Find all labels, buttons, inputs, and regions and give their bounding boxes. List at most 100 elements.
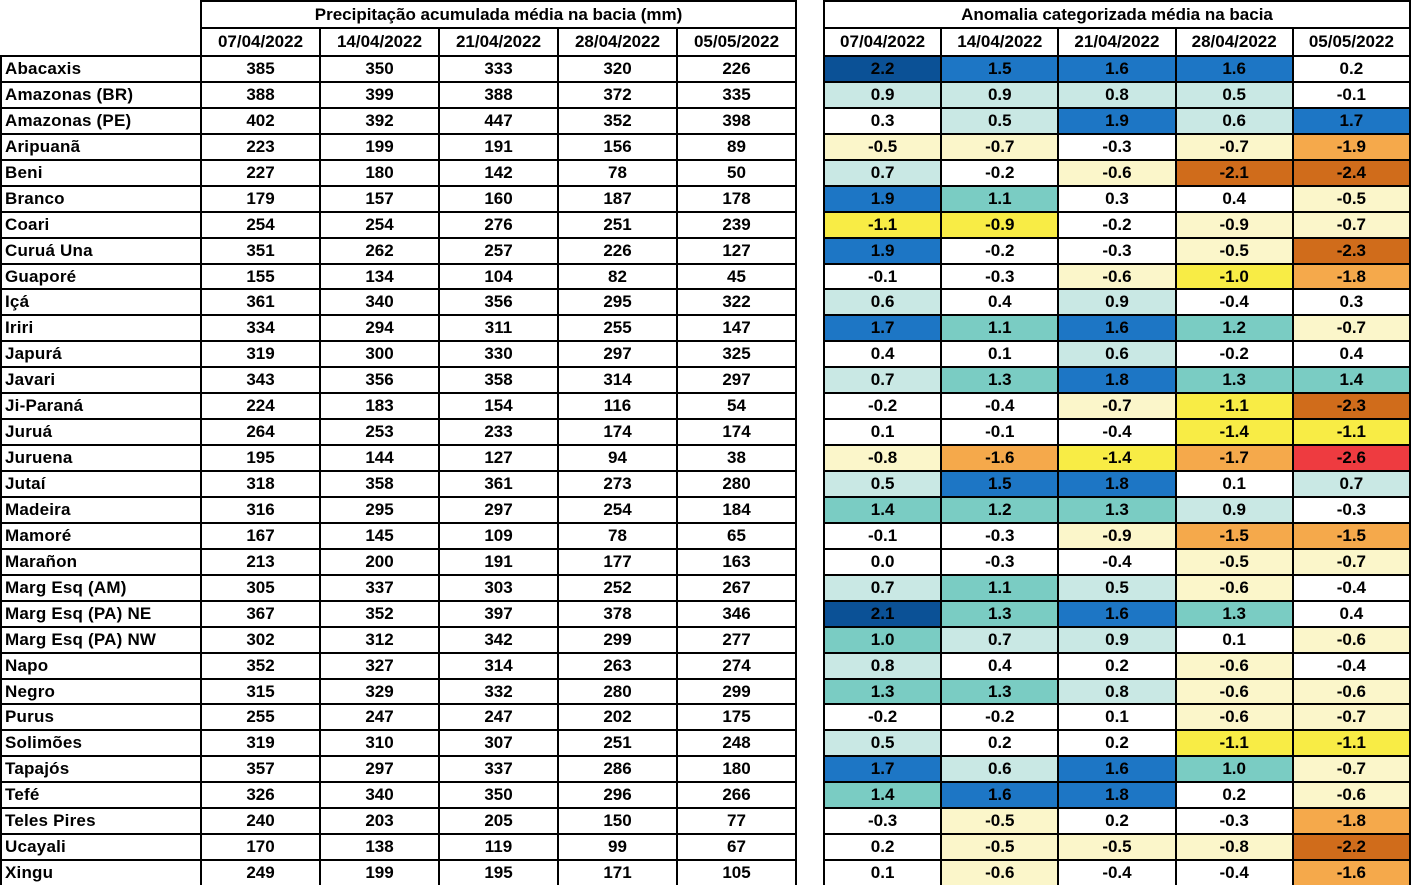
anomaly-value-cell: 1.8	[1057, 366, 1177, 395]
precip-value-cell: 180	[676, 755, 797, 784]
basin-label: Purus	[0, 703, 202, 732]
anomaly-value-cell: 0.2	[822, 833, 943, 862]
precip-value-cell: 277	[676, 625, 797, 654]
precip-table-row: Amazonas (BR) 388 399 388 372 335	[0, 80, 797, 109]
precip-value-cell: 356	[438, 288, 559, 317]
anomaly-value-cell: 0.5	[822, 729, 943, 758]
precip-value-cell: 254	[319, 210, 440, 239]
anomaly-value-cell: -0.7	[940, 132, 1060, 161]
anomaly-value-cell: -0.4	[1057, 859, 1177, 885]
precip-value-cell: 350	[319, 55, 440, 83]
anomaly-value-cell: 0.6	[822, 288, 943, 317]
anomaly-value-cell: 1.6	[1057, 599, 1177, 628]
precip-table-row: Teles Pires 240 203 205 150 77	[0, 807, 797, 836]
anomaly-value-cell: -1.1	[1291, 418, 1411, 447]
precip-value-cell: 247	[319, 703, 440, 732]
precip-value-cell: 346	[676, 599, 797, 628]
anomaly-value-cell: 0.9	[940, 80, 1060, 109]
precip-table-row: Tapajós 357 297 337 286 180	[0, 755, 797, 784]
precip-value-cell: 89	[676, 132, 797, 161]
anomaly-value-cell: 0.5	[1057, 573, 1177, 602]
precip-table-row: Beni 227 180 142 78 50	[0, 158, 797, 187]
anomaly-table: Anomalia categorizada média na bacia 07/…	[822, 0, 1411, 885]
corner-spacer	[1, 1, 201, 28]
anomaly-value-cell: 0.7	[822, 158, 943, 187]
precip-value-cell: 65	[676, 521, 797, 550]
precip-value-cell: 254	[557, 495, 678, 524]
anomaly-value-cell: 0.5	[940, 106, 1060, 135]
precip-value-cell: 335	[676, 80, 797, 109]
anomaly-value-cell: 1.5	[940, 470, 1060, 498]
precip-value-cell: 312	[319, 625, 440, 654]
anomaly-value-cell: -2.1	[1174, 158, 1294, 187]
precip-value-cell: 264	[200, 418, 321, 447]
anomaly-value-cell: -0.5	[1057, 833, 1177, 862]
anomaly-value-cell: -0.3	[1291, 495, 1411, 524]
anomaly-value-cell: 1.1	[940, 314, 1060, 343]
anomaly-value-cell: -1.0	[1174, 262, 1294, 291]
precip-table-row: Tefé 326 340 350 296 266	[0, 781, 797, 810]
anomaly-table-row: -0.2 -0.2 0.1 -0.6 -0.7	[822, 703, 1411, 732]
anomaly-value-cell: -0.1	[822, 262, 943, 291]
anomaly-value-cell: -0.6	[1291, 677, 1411, 706]
precip-value-cell: 255	[557, 314, 678, 343]
anomaly-table-row: 1.9 -0.2 -0.3 -0.5 -2.3	[822, 236, 1411, 265]
precip-value-cell: 397	[438, 599, 559, 628]
anomaly-value-cell: 1.3	[822, 677, 943, 706]
precip-table-row: Purus 255 247 247 202 175	[0, 703, 797, 732]
anomaly-value-cell: 1.5	[940, 55, 1060, 83]
precip-value-cell: 195	[438, 859, 559, 885]
precip-value-cell: 144	[319, 444, 440, 472]
basin-label: Javari	[0, 366, 202, 395]
anomaly-value-cell: -1.1	[1291, 729, 1411, 758]
anomaly-value-cell: 0.2	[940, 729, 1060, 758]
date-header: 21/04/2022	[1057, 27, 1177, 57]
anomaly-value-cell: -1.8	[1291, 262, 1411, 291]
anomaly-value-cell: -1.9	[1291, 132, 1411, 161]
precip-table-row: Ji-Paraná 224 183 154 116 54	[0, 392, 797, 421]
precip-value-cell: 142	[438, 158, 559, 187]
basin-label: Napo	[0, 651, 202, 680]
anomaly-value-cell: -0.9	[1057, 521, 1177, 550]
date-header: 21/04/2022	[438, 27, 559, 57]
anomaly-title-row: Anomalia categorizada média na bacia	[823, 0, 1411, 29]
precip-value-cell: 358	[438, 366, 559, 395]
precip-table-row: Amazonas (PE) 402 392 447 352 398	[0, 106, 797, 135]
basin-label: Madeira	[0, 495, 202, 524]
anomaly-value-cell: 0.7	[822, 366, 943, 395]
anomaly-value-cell: 0.5	[1174, 80, 1294, 109]
anomaly-value-cell: -0.2	[1057, 210, 1177, 239]
anomaly-value-cell: 0.3	[1057, 184, 1177, 213]
anomaly-value-cell: -0.6	[1174, 677, 1294, 706]
basin-label: Juruá	[0, 418, 202, 447]
anomaly-value-cell: 1.6	[1057, 55, 1177, 83]
precip-value-cell: 50	[676, 158, 797, 187]
anomaly-value-cell: -0.7	[1291, 210, 1411, 239]
anomaly-value-cell: 1.7	[1291, 106, 1411, 135]
basin-label: Juruena	[0, 444, 202, 472]
precip-value-cell: 156	[557, 132, 678, 161]
precipitation-table: Precipitação acumulada média na bacia (m…	[0, 0, 797, 885]
precip-value-cell: 184	[676, 495, 797, 524]
precip-value-cell: 104	[438, 262, 559, 291]
precip-value-cell: 247	[438, 703, 559, 732]
precip-value-cell: 333	[438, 55, 559, 83]
precip-table-row: Juruá 264 253 233 174 174	[0, 418, 797, 447]
precip-value-cell: 178	[676, 184, 797, 213]
anomaly-value-cell: 0.0	[822, 547, 943, 576]
precip-value-cell: 295	[319, 495, 440, 524]
anomaly-value-cell: 2.1	[822, 599, 943, 628]
anomaly-value-cell: 1.3	[940, 366, 1060, 395]
precip-value-cell: 116	[557, 392, 678, 421]
anomaly-value-cell: -0.3	[940, 262, 1060, 291]
precip-value-cell: 251	[557, 729, 678, 758]
anomaly-value-cell: -0.1	[822, 521, 943, 550]
anomaly-value-cell: -0.2	[822, 392, 943, 421]
anomaly-table-row: -0.1 -0.3 -0.9 -1.5 -1.5	[822, 521, 1411, 550]
precip-value-cell: 378	[557, 599, 678, 628]
anomaly-value-cell: 0.4	[940, 288, 1060, 317]
anomaly-value-cell: 0.3	[822, 106, 943, 135]
anomaly-value-cell: -1.1	[822, 210, 943, 239]
anomaly-value-cell: -0.3	[940, 521, 1060, 550]
precip-table-row: Marg Esq (PA) NW 302 312 342 299 277	[0, 625, 797, 654]
